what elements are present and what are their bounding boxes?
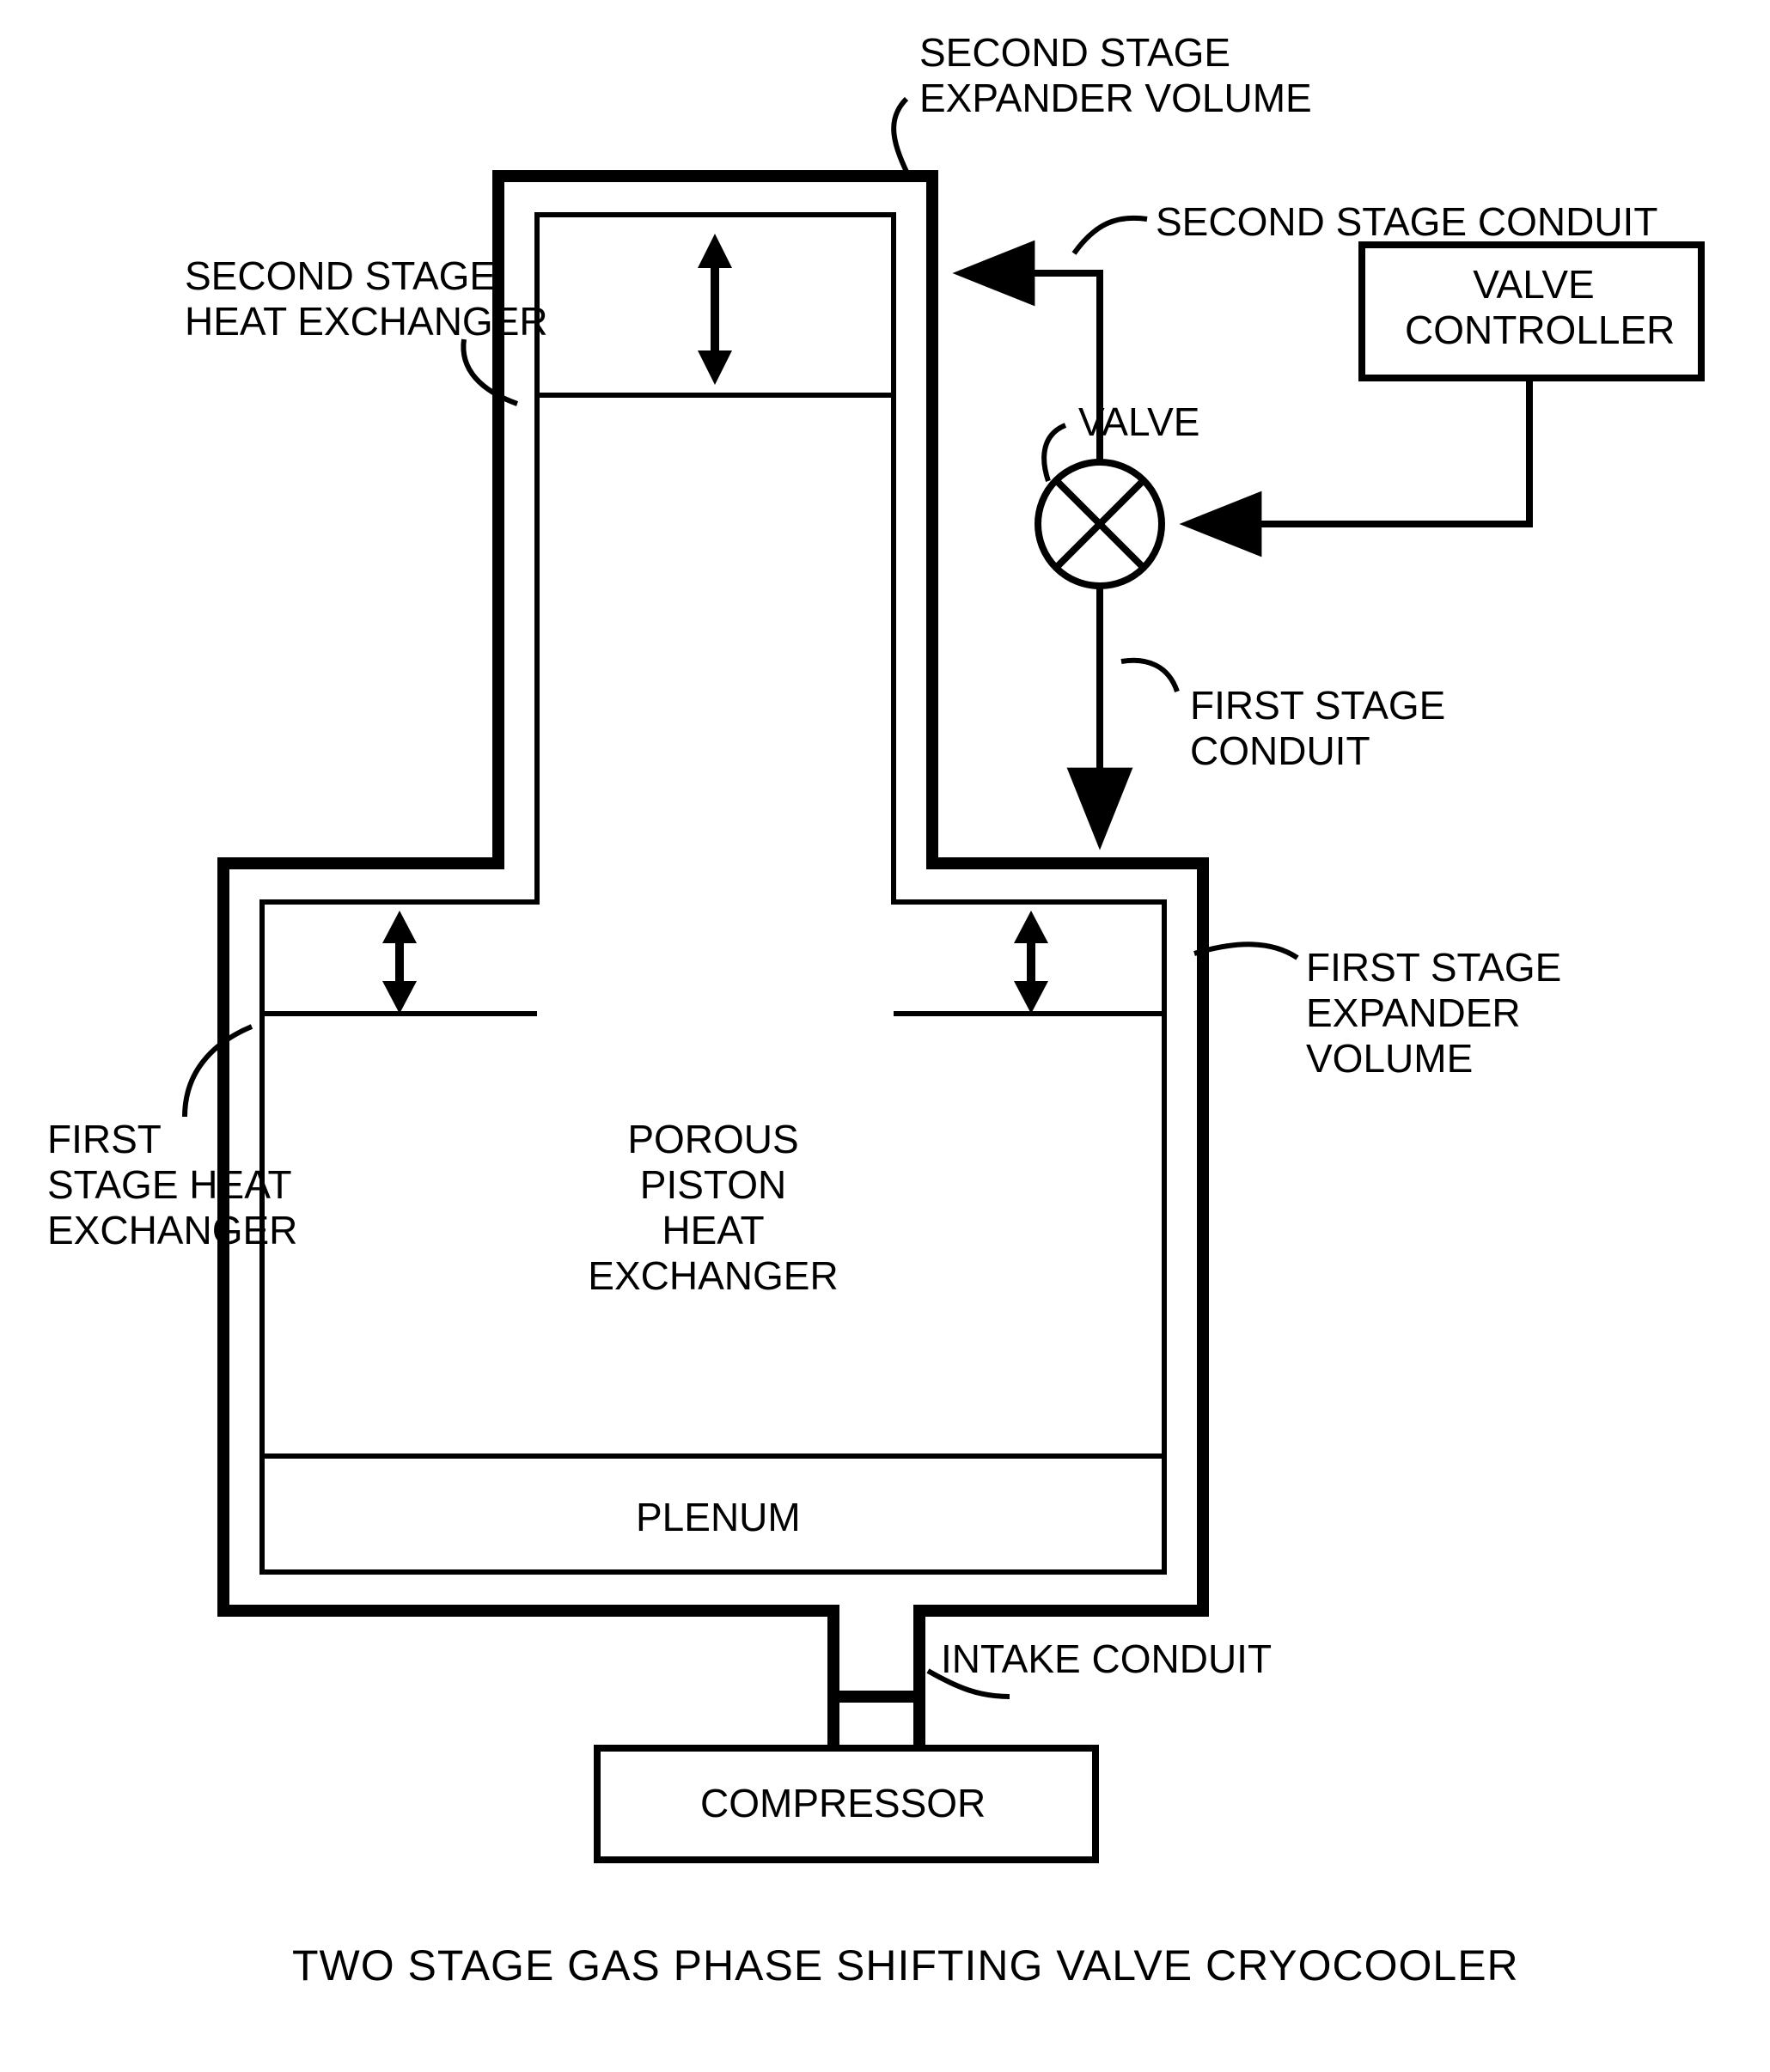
label-first-stage-conduit: FIRST STAGE CONDUIT — [1190, 683, 1445, 774]
label-valve: VALVE — [1078, 399, 1199, 445]
outer-body — [223, 176, 1203, 1697]
leader-first-conduit — [1121, 661, 1177, 692]
label-second-stage-heat-exchanger: SECOND STAGE HEAT EXCHANGER — [185, 253, 485, 344]
valve-controller-line — [1187, 378, 1533, 524]
label-first-stage-heat-exchanger: FIRST STAGE HEAT EXCHANGER — [47, 1117, 297, 1253]
label-second-stage-conduit: SECOND STAGE CONDUIT — [1156, 199, 1657, 245]
label-first-stage-expander-volume: FIRST STAGE EXPANDER VOLUME — [1306, 945, 1561, 1082]
label-intake-conduit: INTAKE CONDUIT — [941, 1636, 1272, 1682]
label-plenum: PLENUM — [636, 1495, 801, 1540]
valve-icon — [1038, 462, 1162, 586]
label-porous-piston: POROUS PISTON HEAT EXCHANGER — [584, 1117, 842, 1299]
label-second-stage-expander-volume: SECOND STAGE EXPANDER VOLUME — [919, 30, 1312, 121]
caption: TWO STAGE GAS PHASE SHIFTING VALVE CRYOC… — [292, 1941, 1519, 1991]
leader-sec-conduit — [1074, 218, 1147, 253]
label-compressor: COMPRESSOR — [700, 1781, 986, 1826]
leader-first-exp-vol — [1194, 944, 1297, 958]
label-valve-controller: VALVE CONTROLLER — [1405, 262, 1663, 353]
leader-sec-exp-vol — [894, 99, 911, 180]
